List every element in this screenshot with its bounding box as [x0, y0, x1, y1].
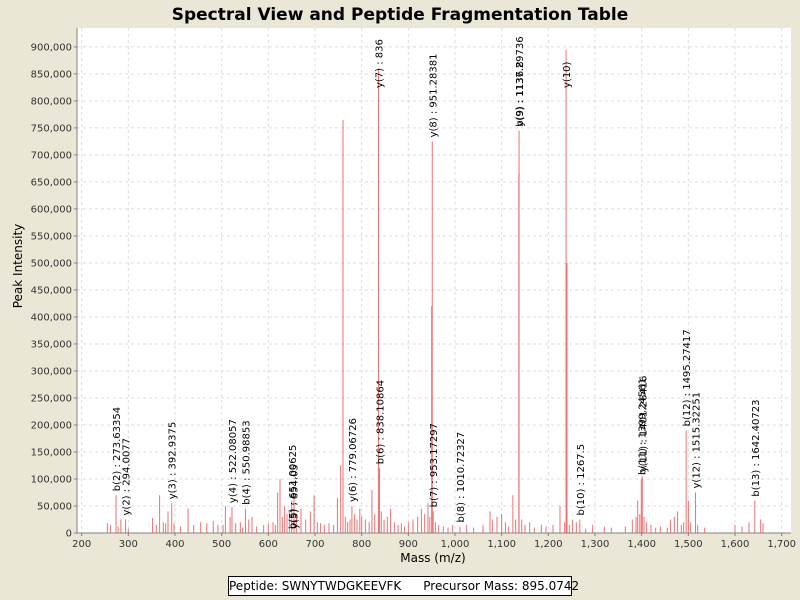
plot-area [77, 28, 791, 533]
legend-box: Peptide: SWNYTWDGKEEVFK Precursor Mass: 8… [228, 576, 579, 596]
fragment-label: y(11) : 1401.26416 [638, 376, 649, 473]
x-axis-label: Mass (m/z) [400, 551, 465, 565]
fragment-label: y(10) [562, 61, 573, 88]
x-tick-label: 1,400 [627, 539, 656, 550]
y-tick-label: 350,000 [31, 339, 72, 350]
fragment-label: b(8) : 1010.72327 [456, 432, 467, 523]
grid-lines [77, 28, 791, 533]
fragment-label: b(4) : 550.98853 [241, 420, 252, 504]
fragment-label: y(7) : 836 [374, 39, 385, 88]
y-tick-label: 800,000 [31, 96, 72, 107]
x-tick-label: 1,600 [721, 539, 750, 550]
fragment-label: b(2) : 273.63354 [112, 407, 123, 491]
x-tick-label: 1,200 [534, 539, 563, 550]
y-tick-label: 450,000 [31, 285, 72, 296]
fragment-label: y(3) : 392.9375 [168, 422, 179, 500]
x-tick-label: 600 [259, 539, 278, 550]
y-tick-label: 550,000 [31, 231, 72, 242]
x-tick-label: 1,700 [767, 539, 796, 550]
x-tick-label: 1,500 [674, 539, 703, 550]
fragment-label: y(9) : 1137.29736 [515, 36, 526, 126]
y-tick-label: 400,000 [31, 312, 72, 323]
fragment-label: b(6) : 838.10864 [375, 380, 386, 464]
y-tick-label: 50,000 [37, 501, 72, 512]
x-tick-label: 700 [305, 539, 324, 550]
chart-title: Spectral View and Peptide Fragmentation … [172, 5, 629, 25]
y-tick-label: 300,000 [31, 366, 72, 377]
x-tick-label: 900 [399, 539, 418, 550]
fragment-label: y(8) : 951.28381 [428, 54, 439, 138]
y-tick-label: 750,000 [31, 123, 72, 134]
x-tick-label: 300 [119, 539, 138, 550]
fragment-label: b(12) : 1495.27417 [682, 329, 693, 426]
fragment-label: y(5) : 654.05 [290, 464, 301, 529]
y-tick-label: 900,000 [31, 42, 72, 53]
fragment-label: b(9) : 1136.8 [515, 61, 526, 126]
x-tick-label: 800 [352, 539, 371, 550]
x-tick-label: 200 [72, 539, 91, 550]
x-tick-label: 1,300 [581, 539, 610, 550]
y-tick-label: 100,000 [31, 474, 72, 485]
y-tick-label: 150,000 [31, 447, 72, 458]
x-tick-label: 500 [212, 539, 231, 550]
y-tick-label: 650,000 [31, 177, 72, 188]
x-tick-label: 1,100 [487, 539, 516, 550]
fragment-label: b(7) : 953.17297 [429, 423, 440, 507]
y-tick-label: 0 [66, 529, 72, 540]
precursor-mass-label: Precursor Mass: 895.0742 [423, 579, 580, 593]
x-tick-label: 400 [165, 539, 184, 550]
y-tick-label: 200,000 [31, 420, 72, 431]
fragment-label: b(11) : 1399.24561 [637, 378, 648, 475]
fragment-label: b(10) : 1267.5 [576, 444, 587, 516]
y-axis-label: Peak Intensity [11, 224, 25, 309]
fragment-label: y(12) : 1515.32251 [691, 392, 702, 489]
y-tick-label: 850,000 [31, 69, 72, 80]
axes: 0 50,000 100,000 150,000 200,000 250,000 300,0… [31, 28, 796, 550]
fragment-label: y(6) : 779.06726 [348, 418, 359, 502]
peak-series [106, 49, 764, 533]
y-tick-label: 700,000 [31, 150, 72, 161]
fragment-label: b(5) : 651.00625 [288, 445, 299, 529]
fragment-label: y(2) : 294.0077 [122, 438, 133, 516]
y-tick-label: 600,000 [31, 204, 72, 215]
peptide-label: Peptide: SWNYTWDGKEEVFK [229, 579, 402, 593]
y-tick-label: 500,000 [31, 258, 72, 269]
fragment-label: b(13) : 1642.40723 [751, 400, 762, 497]
fragment-label: y(4) : 522.08057 [228, 419, 239, 503]
x-tick-label: 1,000 [441, 539, 470, 550]
y-tick-label: 250,000 [31, 393, 72, 404]
